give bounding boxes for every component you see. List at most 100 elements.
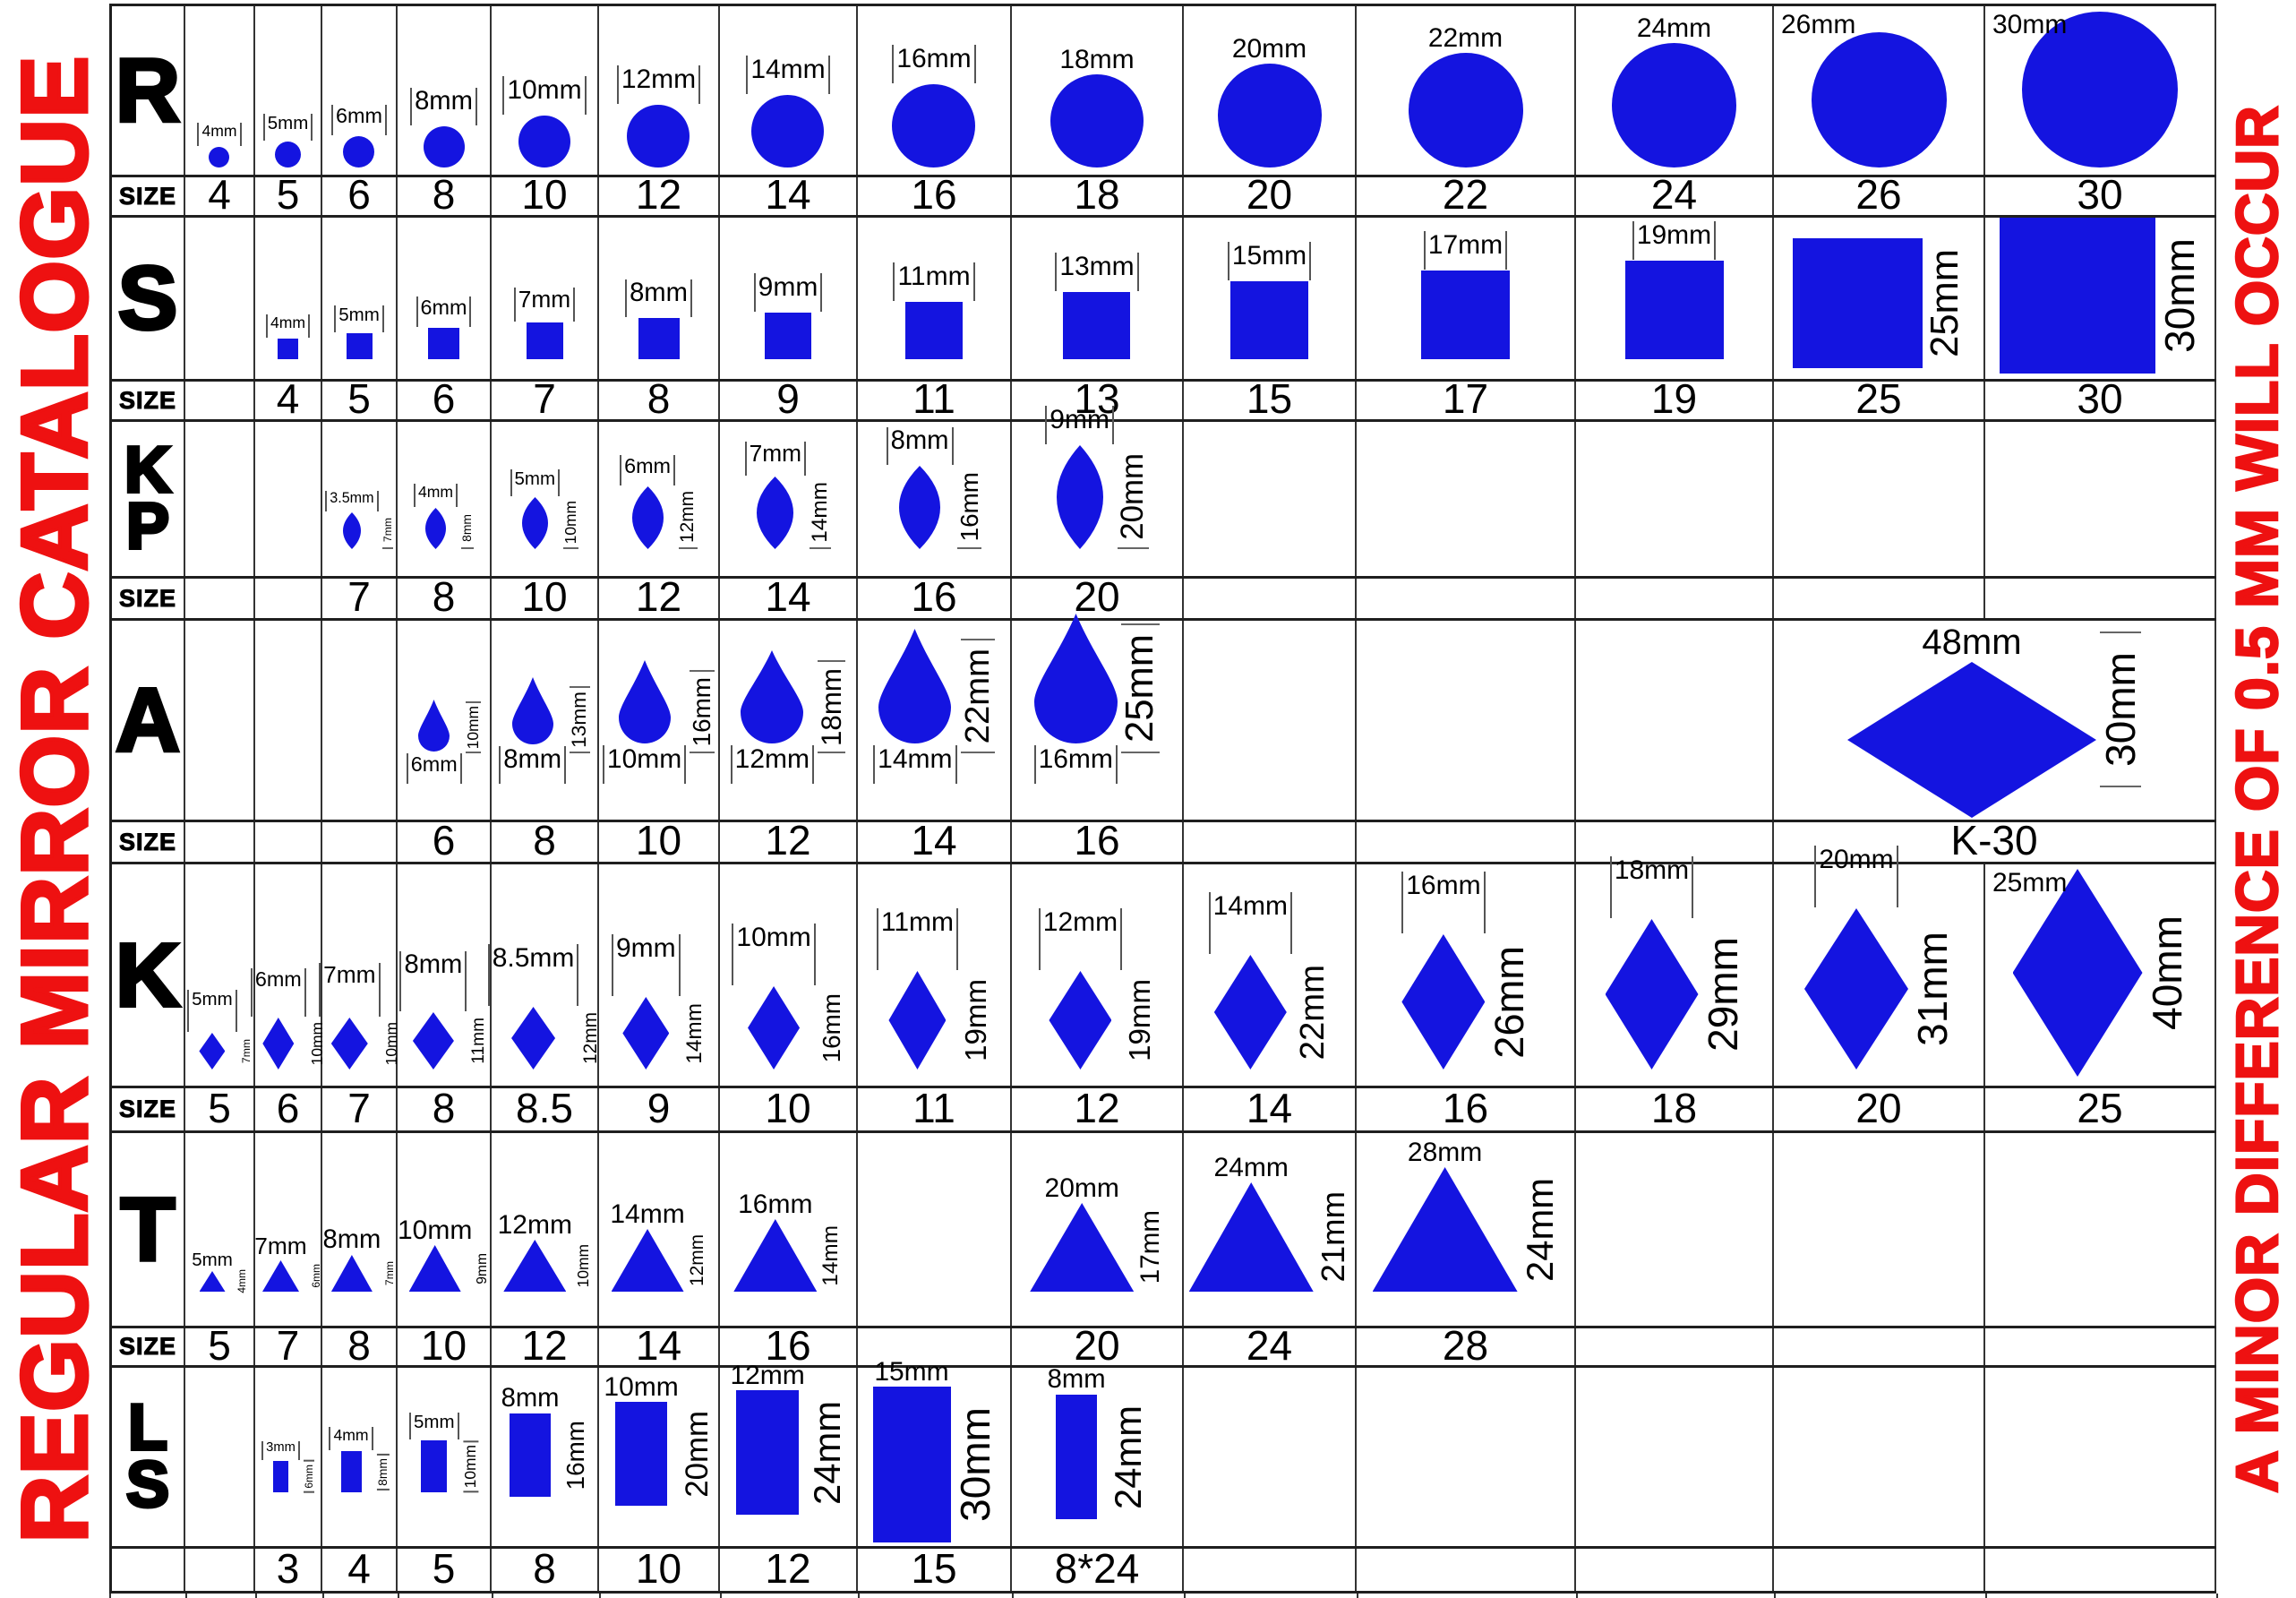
size-cell: 25 <box>1774 375 1985 422</box>
square-shape <box>1063 292 1131 359</box>
dim-label-height-wrap: 16mm <box>955 466 983 549</box>
shape-with-labels: 8mm <box>399 950 467 1070</box>
shape-with-labels: 10mm <box>398 1216 472 1292</box>
dim-label-height: 16mm <box>561 1420 589 1491</box>
dim-label-width: 18mm <box>1059 44 1135 74</box>
dim-label-width: 16mm <box>1401 872 1486 933</box>
square-shape <box>346 333 373 359</box>
dim-label-width: 25mm <box>1992 868 2068 898</box>
shape-cell: 12mm 24mm <box>720 1361 858 1546</box>
shape-cell: 5mm 4mm <box>185 1133 255 1326</box>
shape-cell: 7mm <box>492 218 599 379</box>
shape-cell: 16mm 26mm <box>1357 864 1576 1086</box>
dim-label-height: 7mm <box>381 517 394 543</box>
shape-item: 3mm 6mm <box>255 1440 321 1493</box>
shape-cell: 18mm <box>1012 6 1184 175</box>
shape-with-labels: 16mm <box>733 1190 818 1292</box>
dim-label-height: 25mm <box>1923 249 1966 357</box>
shape-with-labels: 8mm <box>886 426 954 549</box>
dim-label-height: 26mm <box>1486 945 1532 1059</box>
size-value: 20 <box>1074 1321 1120 1369</box>
shape-cell: 4mm 8mm <box>398 422 492 576</box>
circle-shape <box>1050 74 1144 168</box>
size-cell-empty <box>1576 822 1774 862</box>
size-cell-empty <box>1357 822 1576 862</box>
shape-item: 4mm 8mm <box>322 1427 396 1492</box>
size-value: 10 <box>635 1544 682 1592</box>
shape-cell: 3.5mm 7mm <box>322 422 398 576</box>
empty-cell <box>1576 1368 1774 1546</box>
shape-cell: 5mm 10mm <box>398 1368 492 1546</box>
dim-label-width: 20mm <box>1044 1173 1119 1203</box>
size-value: 11 <box>912 1084 955 1131</box>
square-shape <box>1229 281 1308 359</box>
size-cell: 24 <box>1576 171 1774 218</box>
size-value: 7 <box>347 572 371 620</box>
shape-with-labels: 18mm <box>1605 856 1699 1070</box>
band-label-R: R <box>114 40 182 141</box>
size-value: 8*24 <box>1054 1544 1140 1592</box>
size-value: 12 <box>521 1321 568 1369</box>
grid-line-stub <box>255 1594 257 1598</box>
shape-cell: 28mm 24mm <box>1357 1133 1576 1326</box>
shape-item: 6mm <box>322 105 396 168</box>
dim-label-height-wrap: 7mm <box>383 1255 397 1292</box>
shape-with-labels: 10mm <box>604 1372 679 1506</box>
size-cell-empty <box>255 579 322 618</box>
band-label-T: T <box>118 1179 176 1280</box>
shape-cell: 16mm <box>858 6 1012 175</box>
size-row-label-cell: SIZE <box>109 822 185 862</box>
dim-label-height-wrap: 11mm <box>469 1012 488 1070</box>
dim-label-height: 4mm <box>235 1269 248 1293</box>
shape-item: 8mm 16mm <box>858 426 1010 549</box>
dim-label-width: 4mm <box>413 484 458 507</box>
drop-shape <box>878 628 952 743</box>
empty-cell <box>1985 422 2216 576</box>
shape-item: 8mm 11mm <box>398 950 490 1070</box>
size-value: 10 <box>765 1084 811 1131</box>
shape-item: 5mm 7mm <box>185 990 253 1070</box>
shape-cell: 8mm 24mm <box>1012 1366 1184 1546</box>
empty-cell <box>1357 1368 1576 1546</box>
dim-label-height: 10mm <box>463 705 482 750</box>
empty-cell <box>322 621 398 820</box>
size-value: 6 <box>276 1084 300 1131</box>
shape-with-labels: 12mm <box>730 649 815 784</box>
size-value: 4 <box>276 374 300 422</box>
triangle-shape <box>408 1245 461 1292</box>
shape-item: 6mm 10mm <box>398 700 490 784</box>
shape-cell: 18mm 29mm <box>1576 856 1774 1086</box>
shape-cell: 30mm <box>1985 218 2216 379</box>
size-value: 8 <box>533 816 556 863</box>
shape-item: 25mm <box>1774 238 1983 368</box>
shape-item: 8mm 7mm <box>322 1226 396 1292</box>
size-value: 15 <box>1246 374 1293 422</box>
size-cell-empty <box>1576 579 1774 618</box>
dim-label-height: 14mm <box>681 1002 707 1064</box>
shape-item: 5mm 4mm <box>185 1250 253 1293</box>
size-cell: 7 <box>322 573 398 620</box>
dim-label-height: 7mm <box>383 1260 397 1286</box>
size-row-LS: 3 4 5 8 10 12 15 8*24 <box>109 1544 2216 1592</box>
shape-with-labels: 5mm <box>510 469 561 549</box>
shape-cell: 17mm <box>1357 218 1576 379</box>
shape-cell: 5mm 7mm <box>185 864 255 1086</box>
drop-shape <box>618 659 671 743</box>
shape-with-labels: 8mm <box>410 87 477 168</box>
drop-shape <box>418 700 450 752</box>
size-cell-empty <box>1985 579 2216 618</box>
square-shape <box>1421 271 1510 359</box>
shape-with-labels: 16mm <box>1033 613 1118 784</box>
diamond-shape <box>1049 971 1112 1070</box>
shape-item: 17mm <box>1357 230 1574 359</box>
shape-cell: 4mm <box>255 218 322 379</box>
shape-item: 7mm 14mm <box>720 441 856 549</box>
dim-label-height-wrap: 12mm <box>677 486 698 549</box>
size-cell: 10 <box>492 171 599 218</box>
shape-item: 18mm <box>1012 44 1182 168</box>
size-cell: 20 <box>1184 171 1357 218</box>
size-value: 24 <box>1246 1321 1293 1369</box>
dim-label-height-wrap: 19mm <box>960 971 993 1070</box>
size-cell: 14 <box>1184 1084 1357 1130</box>
shape-cell: 8mm 16mm <box>858 422 1012 576</box>
